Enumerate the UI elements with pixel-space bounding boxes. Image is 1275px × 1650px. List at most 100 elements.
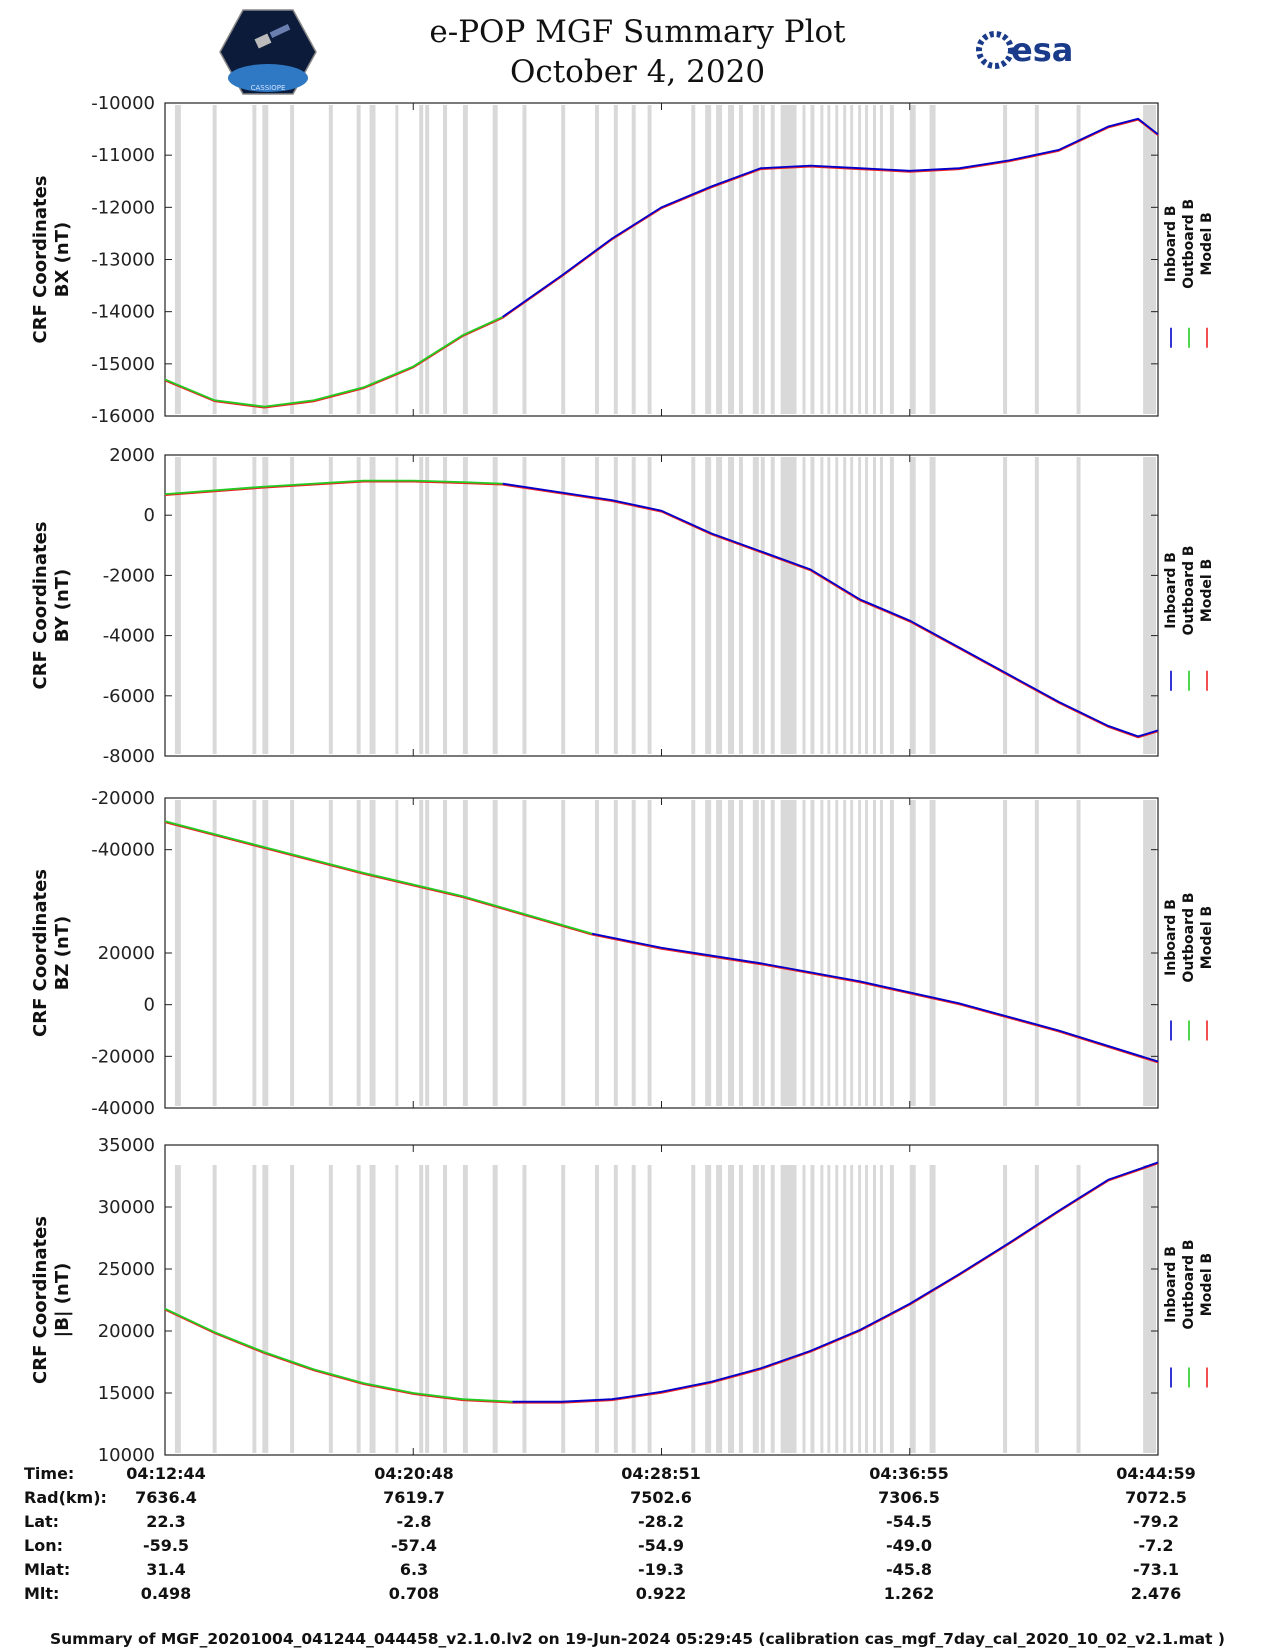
gap-band <box>929 800 936 1106</box>
gap-band <box>770 1165 775 1453</box>
gap-band <box>174 105 181 414</box>
gap-band <box>728 457 734 754</box>
gap-band <box>858 105 862 414</box>
legend-label: Model B <box>1199 1253 1215 1316</box>
gap-band <box>613 457 618 754</box>
panel-2: 2000 0 -2000 -4000 -6000 -8000 CRF Coordinates… <box>30 445 1215 767</box>
gap-band <box>835 457 839 754</box>
gap-band <box>835 800 839 1106</box>
legend-label: Inboard B <box>1163 552 1179 629</box>
y-axis-label: CRF CoordinatesBZ (nT) <box>30 869 73 1037</box>
gap-band <box>802 800 806 1106</box>
y-tick-label: 0 <box>144 505 155 526</box>
gap-band <box>929 457 936 754</box>
gap-band <box>174 457 181 754</box>
logo-text: CASSIOPE <box>251 84 286 92</box>
gap-band <box>443 800 448 1106</box>
y-axis-label-line1: CRF Coordinates <box>30 176 51 344</box>
gap-band <box>705 1165 712 1453</box>
gap-band <box>716 1165 723 1453</box>
y-tick-label: 15000 <box>98 1383 155 1404</box>
gap-band <box>705 105 712 414</box>
gap-band <box>820 800 824 1106</box>
gap-band <box>252 800 257 1106</box>
plot-frame <box>164 454 1159 757</box>
gap-band <box>865 457 869 754</box>
gap-band <box>843 800 847 1106</box>
plot-frame <box>164 797 1159 1109</box>
y-tick-label: -20000 <box>91 1046 155 1067</box>
gap-band <box>850 800 854 1106</box>
gap-band <box>827 800 831 1106</box>
gap-band <box>850 1165 854 1453</box>
gap-band <box>522 1165 527 1453</box>
gap-band <box>780 105 797 414</box>
gap-band <box>850 105 854 414</box>
gap-band <box>631 105 636 414</box>
gap-band <box>328 457 333 754</box>
y-tick-label: 10000 <box>98 1445 155 1466</box>
gap-band <box>865 800 869 1106</box>
footer-summary: Summary of MGF_20201004_041244_044458_v2… <box>49 1630 1226 1648</box>
gap-band <box>1034 457 1039 754</box>
series-model-line <box>164 1162 1159 1404</box>
y-axis-label-line2: |B| (nT) <box>52 1263 73 1338</box>
y-axis-label: CRF CoordinatesBY (nT) <box>30 522 73 690</box>
gap-band <box>716 105 723 414</box>
gap-band <box>728 800 734 1106</box>
gap-band <box>770 457 775 754</box>
y-tick-label: 2000 <box>109 445 155 466</box>
gap-band <box>752 457 759 754</box>
gap-band <box>1076 1165 1081 1453</box>
legend-label: Inboard B <box>1163 1246 1179 1323</box>
gap-band <box>889 1165 894 1453</box>
y-tick-label: -11000 <box>91 145 155 166</box>
gap-band <box>356 457 361 754</box>
gap-band <box>752 105 759 414</box>
gap-band <box>909 105 916 414</box>
gap-band <box>369 105 376 414</box>
gap-band <box>1003 800 1008 1106</box>
gap-band <box>843 1165 847 1453</box>
gap-band <box>522 457 527 754</box>
gap-band <box>873 800 876 1106</box>
gap-band <box>561 1165 566 1453</box>
legend-label: Outboard B <box>1181 545 1197 635</box>
gap-band <box>356 1165 361 1453</box>
gap-band <box>252 105 257 414</box>
legend-label: Inboard B <box>1163 205 1179 282</box>
gap-band <box>827 457 831 754</box>
gap-band <box>1076 105 1081 414</box>
gap-band <box>594 457 599 754</box>
series-inboard-line <box>502 117 1159 318</box>
gap-band <box>909 800 916 1106</box>
gap-band <box>395 457 399 754</box>
gap-band <box>835 1165 839 1453</box>
logo-solar-panel <box>269 24 291 38</box>
y-tick-label: -15000 <box>91 354 155 375</box>
series-inboard-line <box>512 1161 1159 1403</box>
legend-label: Model B <box>1199 906 1215 969</box>
series-model-line <box>164 481 1159 739</box>
gap-band <box>738 1165 743 1453</box>
y-tick-label: -8000 <box>103 746 155 767</box>
plot-frame <box>164 1144 1159 1456</box>
header: CASSIOPE e-POP MGF Summary Plot October … <box>0 0 1275 100</box>
gap-band <box>462 800 468 1106</box>
gap-band <box>889 800 894 1106</box>
gap-band <box>212 800 217 1106</box>
gap-band <box>820 105 824 414</box>
y-axis-label: CRF CoordinatesBX (nT) <box>30 176 73 344</box>
gap-band <box>174 1165 181 1453</box>
gap-band <box>443 1165 448 1453</box>
gap-band <box>780 1165 797 1453</box>
y-axis-label-line1: CRF Coordinates <box>30 522 51 690</box>
gap-band <box>802 457 806 754</box>
gap-band <box>425 105 430 414</box>
page-date: October 4, 2020 <box>509 54 766 90</box>
gap-band <box>873 1165 876 1453</box>
gap-band <box>820 457 824 754</box>
gap-band <box>705 800 712 1106</box>
y-tick-label: -12000 <box>91 197 155 218</box>
gap-band <box>290 1165 295 1453</box>
